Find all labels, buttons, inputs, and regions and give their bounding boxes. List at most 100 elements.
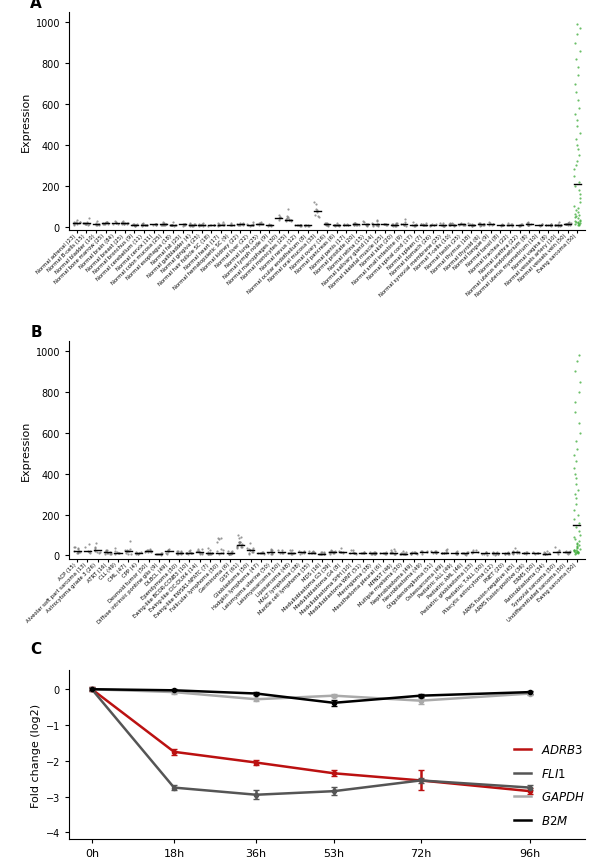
Point	[160, 217, 169, 231]
Point	[187, 219, 196, 232]
Point	[85, 218, 94, 232]
Point	[245, 220, 255, 233]
Point	[277, 546, 286, 560]
Point	[473, 545, 482, 559]
Point	[74, 544, 84, 558]
Point	[381, 219, 391, 232]
Point	[316, 548, 326, 561]
Point	[119, 218, 128, 232]
Point	[179, 220, 188, 233]
Point	[265, 219, 274, 232]
Point	[532, 547, 542, 561]
Point	[342, 218, 352, 232]
Point	[223, 544, 232, 558]
Point	[218, 216, 228, 230]
Point	[118, 216, 128, 230]
Point	[573, 219, 583, 232]
Point	[274, 208, 283, 222]
Point	[373, 218, 383, 232]
Point	[245, 537, 255, 551]
Point	[168, 215, 178, 229]
Point	[391, 544, 400, 558]
Point	[438, 219, 448, 232]
Point	[467, 547, 477, 561]
Point	[194, 545, 204, 559]
Point	[410, 545, 420, 559]
Point	[367, 547, 377, 561]
Point	[349, 547, 359, 561]
Point	[335, 545, 345, 559]
Point	[449, 219, 459, 232]
Text: A: A	[31, 0, 42, 10]
Point	[398, 218, 408, 232]
Point	[463, 545, 472, 559]
Point	[368, 220, 378, 233]
Point	[139, 219, 148, 232]
Point	[173, 547, 183, 561]
Point	[574, 386, 583, 400]
Point	[574, 102, 584, 116]
Point	[139, 216, 148, 230]
Point	[516, 219, 526, 232]
Point	[319, 548, 329, 561]
Point	[553, 219, 563, 232]
Point	[551, 219, 560, 232]
Y-axis label: Expression: Expression	[22, 420, 31, 480]
Point	[436, 219, 446, 232]
Point	[185, 543, 194, 557]
Point	[509, 546, 518, 560]
Point	[82, 216, 91, 230]
Point	[122, 544, 131, 558]
Point	[244, 548, 253, 561]
Point	[215, 220, 225, 233]
Point	[575, 542, 584, 556]
Point	[575, 127, 585, 140]
Point	[157, 548, 166, 561]
Point	[574, 547, 583, 561]
Point	[233, 219, 243, 232]
Point	[575, 214, 585, 227]
Point	[437, 219, 447, 232]
Point	[390, 220, 400, 233]
Point	[190, 218, 200, 232]
Point	[520, 547, 529, 561]
Point	[541, 220, 551, 233]
Point	[553, 220, 563, 233]
Point	[416, 544, 426, 558]
Point	[316, 546, 326, 560]
Point	[519, 547, 529, 561]
Point	[138, 218, 148, 232]
Point	[224, 548, 234, 561]
Point	[572, 542, 581, 555]
Point	[146, 544, 155, 558]
Point	[410, 219, 420, 232]
Point	[556, 219, 566, 232]
Point	[572, 471, 581, 485]
Point	[266, 220, 275, 233]
Point	[541, 547, 550, 561]
Point	[332, 217, 342, 231]
Point	[571, 520, 581, 534]
Y-axis label: Fold change (log2): Fold change (log2)	[31, 703, 41, 807]
Point	[227, 546, 236, 560]
Point	[574, 61, 583, 75]
Point	[354, 219, 364, 232]
Point	[482, 548, 491, 562]
Point	[388, 220, 397, 233]
Point	[112, 216, 121, 230]
Point	[437, 546, 447, 560]
Point	[167, 219, 177, 232]
Point	[238, 218, 247, 232]
Point	[203, 548, 213, 561]
Point	[514, 546, 523, 560]
Point	[167, 219, 176, 232]
Point	[563, 545, 572, 559]
Point	[476, 217, 485, 231]
Point	[472, 544, 481, 558]
Point	[295, 219, 305, 232]
Point	[570, 365, 580, 379]
Point	[172, 544, 182, 558]
Point	[325, 547, 335, 561]
Point	[131, 548, 140, 561]
Point	[263, 220, 272, 233]
